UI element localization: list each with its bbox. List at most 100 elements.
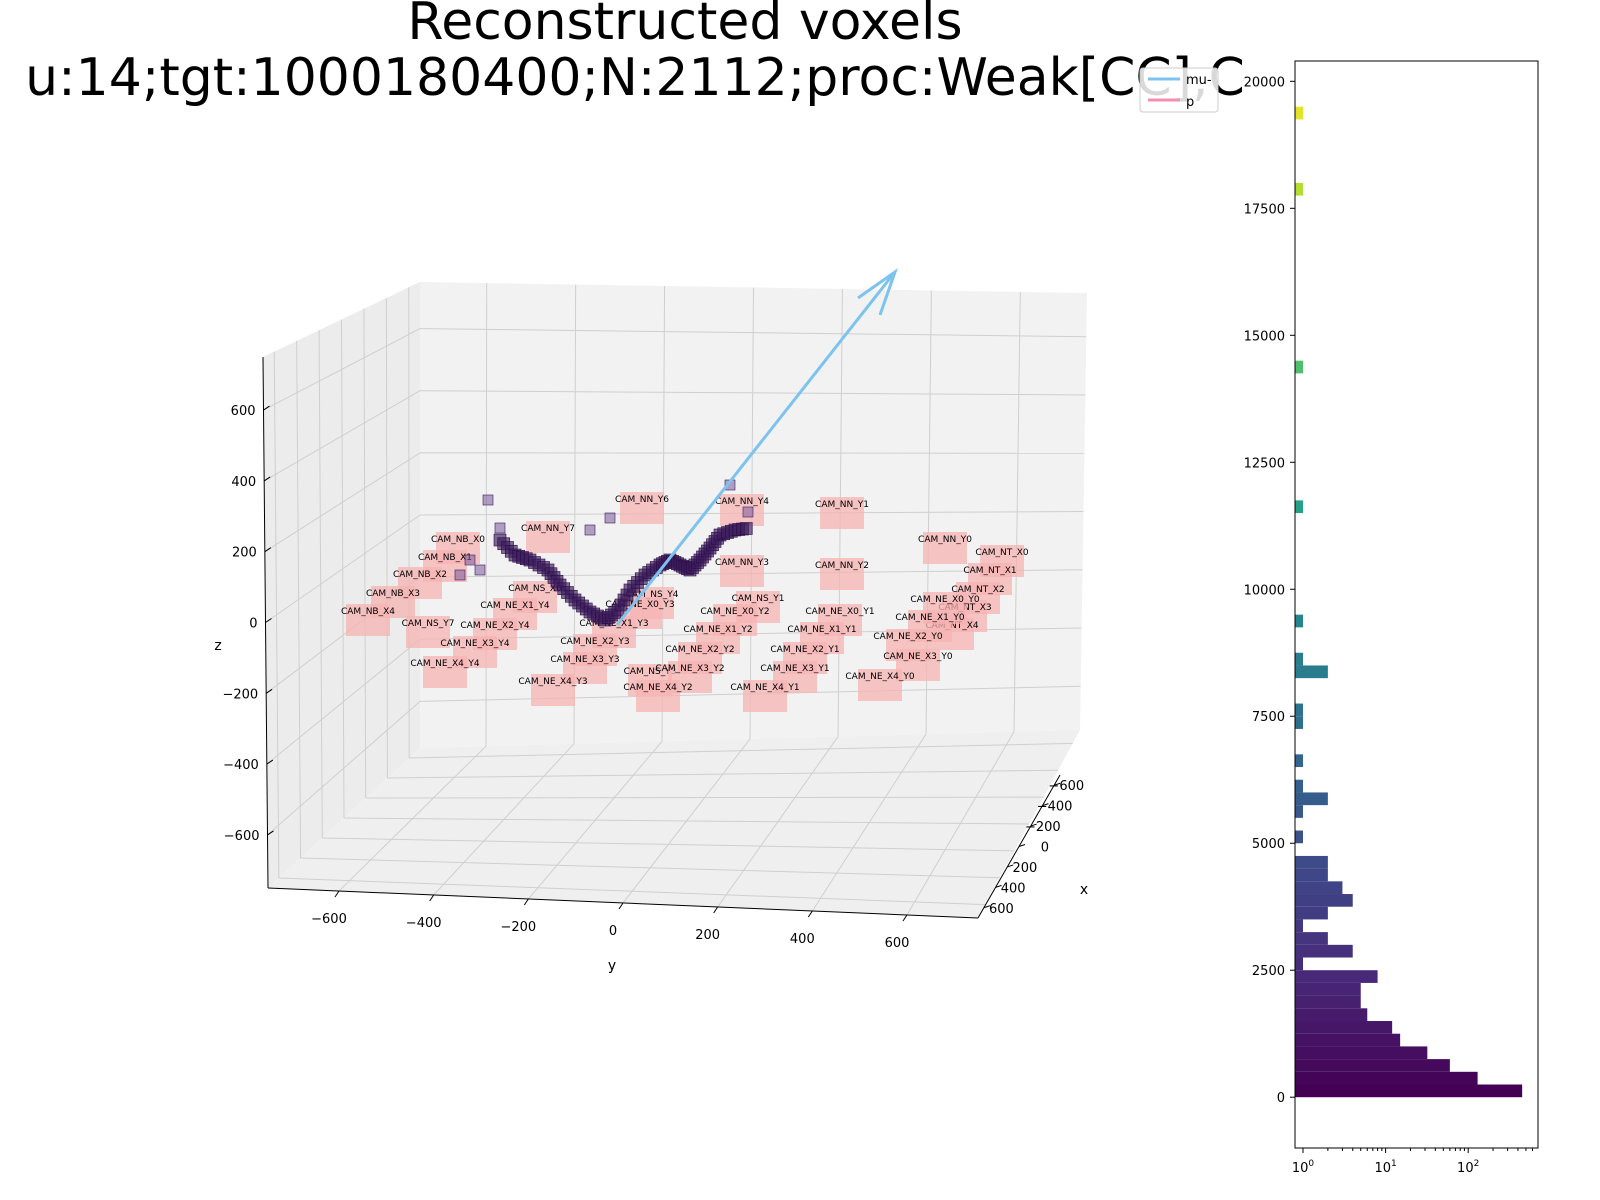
camera-label: CAM_NT_X4 <box>925 621 979 631</box>
camera-label: CAM_NS_Y3 <box>624 667 677 677</box>
camera-label: CAM_NE_X2_Y1 <box>770 645 839 655</box>
camera-label: CAM_NE_X4_Y3 <box>518 677 587 687</box>
camera-label: CAM_NE_X0_Y0 <box>910 595 980 605</box>
camera-panel <box>346 604 390 636</box>
y-tick-label: −600 <box>311 912 347 927</box>
side-grid-x <box>296 340 302 859</box>
floor-grid-x <box>409 742 1073 759</box>
camera-panel <box>820 497 864 529</box>
camera-label: CAM_NE_X3_Y0 <box>883 652 953 662</box>
z-tick-label: −600 <box>224 829 260 844</box>
floor-grid-x <box>343 817 1030 825</box>
camera-panel <box>406 616 450 648</box>
histogram-bar <box>1295 106 1304 120</box>
hist-x-tick-label: 101 <box>1374 1159 1396 1176</box>
y-tick-label: 400 <box>790 932 815 947</box>
hist-y-tick-label: 15000 <box>1244 329 1285 344</box>
camera-label: CAM_NE_X0_Y1 <box>805 607 874 617</box>
camera-panel <box>743 680 787 712</box>
z-tick <box>265 688 273 694</box>
camera-label: CAM_NN_Y2 <box>815 561 869 571</box>
z-tick-label: 400 <box>231 475 256 490</box>
histogram-bar <box>1295 1084 1523 1098</box>
camera-label: CAM_NE_X3_Y3 <box>550 655 619 665</box>
hist-y-tick-label: 17500 <box>1244 202 1285 217</box>
voxel <box>464 554 476 566</box>
hist-y-tick-label: 10000 <box>1244 583 1285 598</box>
y-tick <box>523 898 529 906</box>
z-tick-label: −200 <box>222 687 258 702</box>
histogram-bar <box>1295 1059 1450 1072</box>
voxel-layer <box>454 479 754 627</box>
y-tick-label: −200 <box>500 920 536 935</box>
x-tick-label: −200 <box>1025 820 1061 835</box>
camera-label: CAM_NE_X4_Y4 <box>410 659 480 669</box>
side-grid-x <box>341 319 345 819</box>
histogram-bar <box>1295 716 1304 729</box>
camera-label: CAM_NB_X3 <box>366 589 420 599</box>
hist-y-tick-label: 7500 <box>1252 710 1285 725</box>
x-tick-label: 200 <box>1012 861 1037 876</box>
camera-label: CAM_NE_X1_Y0 <box>895 613 965 623</box>
camera-label: CAM_NN_Y3 <box>715 558 769 568</box>
hist-y-tick-label: 20000 <box>1244 75 1285 90</box>
camera-label: CAM_NE_X1_Y1 <box>787 625 856 635</box>
histogram-bar <box>1295 906 1328 920</box>
camera-label: CAM_NE_X2_Y4 <box>460 621 530 631</box>
histogram-bar <box>1295 957 1304 971</box>
camera-label: CAM_NE_X4_Y1 <box>730 683 799 693</box>
camera-label: CAM_NN_Y6 <box>615 495 669 505</box>
histogram-frame <box>1294 60 1539 1149</box>
camera-panel <box>526 521 570 553</box>
camera-label: CAM_NB_X4 <box>341 607 395 617</box>
histogram-bar <box>1295 779 1304 793</box>
histogram-bar <box>1295 855 1328 869</box>
camera-label: CAM_NT_X1 <box>963 566 1016 576</box>
camera-label: CAM_NE_X0_Y2 <box>700 607 769 617</box>
histogram-bar <box>1295 805 1304 818</box>
floor-grid-x <box>322 837 1015 852</box>
camera-panel <box>858 669 902 701</box>
camera-label: CAM_NS_X0 <box>508 584 562 594</box>
camera-label: CAM_NE_X4_Y2 <box>623 683 692 693</box>
z-tick <box>265 618 272 623</box>
hist-x-tick-label: 102 <box>1457 1159 1479 1176</box>
z-tick-label: 0 <box>249 617 257 632</box>
voxel <box>584 524 596 536</box>
side-wall-panel <box>263 282 420 888</box>
camera-label: CAM_NS_Y7 <box>402 619 455 629</box>
histogram-bar <box>1295 982 1361 996</box>
histogram-bar <box>1295 1046 1428 1060</box>
camera-label: CAM_NS_Y1 <box>732 594 785 604</box>
camera-label: CAM_NE_X0_Y3 <box>605 600 674 610</box>
camera-label: CAM_NB_X2 <box>393 570 447 580</box>
histogram-bar <box>1295 500 1304 514</box>
y-tick-label: 200 <box>695 928 720 943</box>
histogram-bar <box>1295 1021 1393 1034</box>
histogram-bar <box>1295 652 1304 666</box>
scatter3d-plot: −600 −400 −200 0 200 400 600 −600 −400 −200 0 200 40… <box>214 268 1088 974</box>
y-tick <box>902 914 908 922</box>
back-grid-z <box>419 328 1087 338</box>
voxel <box>604 512 616 524</box>
camera-panel <box>636 680 680 712</box>
x-tick <box>1018 844 1026 847</box>
histogram-bar <box>1295 868 1328 882</box>
chart-subtitle: u:14;tgt:1000180400;N:2112;proc:Weak[CC]… <box>25 48 1245 108</box>
camera-panel <box>423 656 467 688</box>
voxel <box>494 522 506 534</box>
histogram-bar <box>1295 792 1328 806</box>
camera-label: CAM_NS_Y4 <box>626 590 679 600</box>
voxel <box>739 522 753 535</box>
camera-label: CAM_NE_X4_Y0 <box>845 672 915 682</box>
y-tick <box>429 894 435 902</box>
camera-label: CAM_NE_X3_Y2 <box>655 664 724 674</box>
histogram-bar <box>1295 182 1304 196</box>
z-tick <box>263 476 271 482</box>
x-tick <box>995 884 1002 888</box>
back-grid-z <box>419 390 1086 396</box>
y-tick <box>713 906 719 914</box>
x-tick-label: 600 <box>989 902 1014 917</box>
legend: mu- p <box>1139 67 1219 113</box>
legend-label-p: p <box>1186 95 1194 110</box>
